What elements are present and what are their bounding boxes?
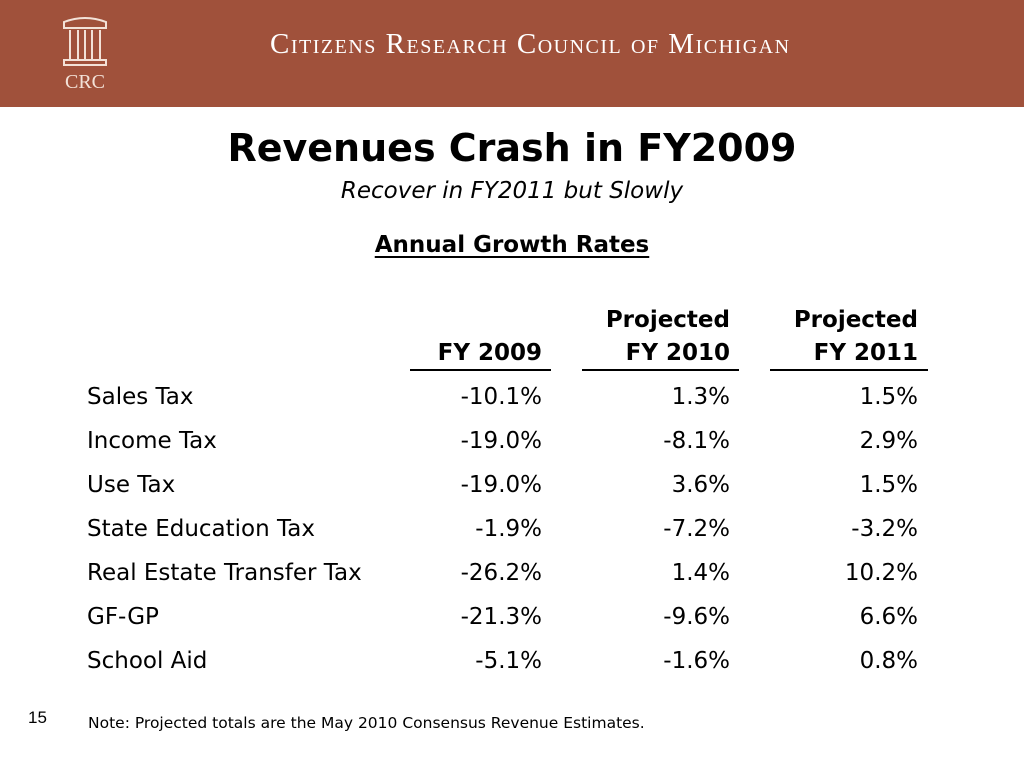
column-header-line1: Projected	[793, 307, 918, 333]
column-header-line2: FY 2011	[813, 340, 918, 366]
column-building-icon: CRC	[63, 17, 107, 93]
column-header-line1	[402, 304, 542, 337]
column-header-line2: FY 2010	[625, 340, 730, 366]
page-number: 15	[28, 708, 47, 727]
table-cell: 3.6%	[671, 472, 730, 498]
column-header-fy2010: Projected FY 2010	[582, 304, 730, 370]
table-cell: 6.6%	[859, 604, 918, 630]
table-cell: 1.4%	[671, 560, 730, 586]
table-cell: -5.1%	[475, 648, 542, 674]
footnote: Note: Projected totals are the May 2010 …	[88, 714, 645, 732]
slide-title: Revenues Crash in FY2009	[227, 126, 797, 170]
column-rule	[410, 369, 551, 371]
table-cell: -21.3%	[460, 604, 542, 630]
table-cell: -1.6%	[663, 648, 730, 674]
table-cell: 0.8%	[859, 648, 918, 674]
table-cell: -9.6%	[663, 604, 730, 630]
table-cell: 10.2%	[844, 560, 918, 586]
section-title-text: Annual Growth Rates	[374, 232, 650, 258]
row-label: Real Estate Transfer Tax	[87, 560, 362, 586]
table-cell: -19.0%	[460, 428, 542, 454]
table-cell: 1.5%	[859, 384, 918, 410]
row-label: Income Tax	[87, 428, 217, 454]
table-cell: 1.3%	[671, 384, 730, 410]
table-cell: -10.1%	[460, 384, 542, 410]
row-label: GF-GP	[87, 604, 159, 630]
table-cell: -7.2%	[663, 516, 730, 542]
section-title: Annual Growth Rates	[0, 232, 1024, 258]
row-label: Use Tax	[87, 472, 176, 498]
row-label: School Aid	[87, 648, 208, 674]
table-cell: -8.1%	[663, 428, 730, 454]
column-rule	[582, 369, 739, 371]
column-header-line1: Projected	[605, 307, 730, 333]
table-cell: -3.2%	[851, 516, 918, 542]
column-header-fy2009: FY 2009	[402, 304, 542, 370]
column-header-line2: FY 2009	[437, 340, 542, 366]
row-label: State Education Tax	[87, 516, 315, 542]
table-cell: -26.2%	[460, 560, 542, 586]
table-cell: 2.9%	[859, 428, 918, 454]
logo-text: CRC	[65, 71, 105, 93]
organization-name: Citizens Research Council of Michigan	[270, 28, 791, 60]
column-header-fy2011: Projected FY 2011	[770, 304, 918, 370]
table-cell: -19.0%	[460, 472, 542, 498]
slide-subtitle: Recover in FY2011 but Slowly	[340, 178, 684, 204]
row-label: Sales Tax	[87, 384, 194, 410]
table-cell: -1.9%	[475, 516, 542, 542]
table-cell: 1.5%	[859, 472, 918, 498]
column-rule	[770, 369, 928, 371]
header-banner: CRC Citizens Research Council of Michiga…	[0, 0, 1024, 107]
